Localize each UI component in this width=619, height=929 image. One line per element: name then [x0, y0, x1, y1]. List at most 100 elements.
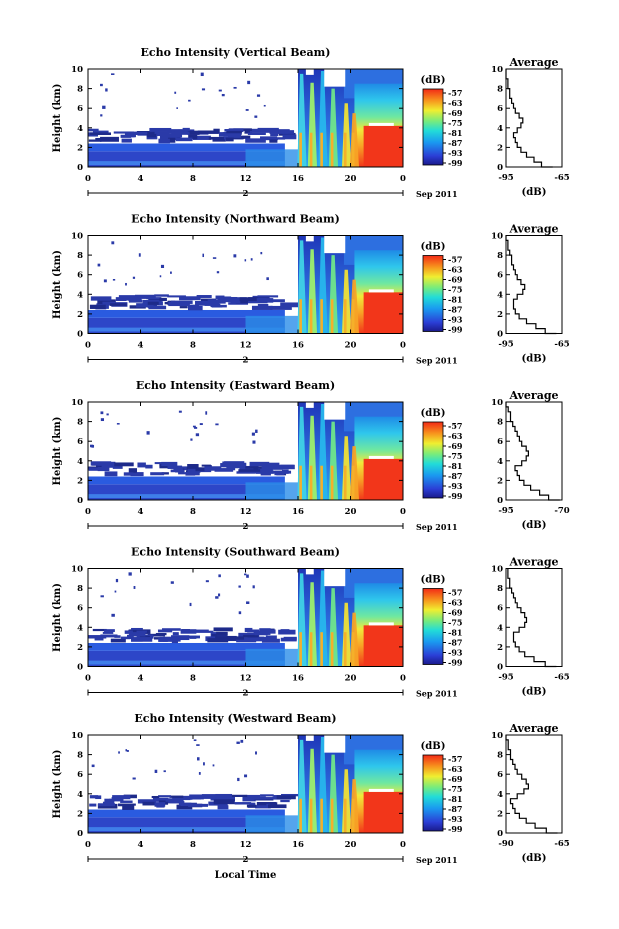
echo-speck	[233, 466, 249, 469]
echo-speck-high	[256, 94, 261, 97]
echo-speck	[170, 469, 185, 473]
profile-y-tick-label: 4	[497, 124, 503, 134]
echo-speck-high	[221, 93, 225, 97]
profile-x-label: (dB)	[522, 187, 547, 198]
colorbar-tick-label: -75	[448, 618, 462, 628]
echo-speck-high	[215, 423, 219, 426]
x-tick-label: 0	[85, 341, 91, 351]
profile-y-tick-label: 0	[497, 829, 503, 839]
echo-speck	[245, 138, 266, 143]
y-tick-label: 2	[77, 143, 83, 153]
echo-speck	[122, 805, 135, 810]
y-tick-label: 4	[77, 290, 83, 300]
echo-speck	[230, 299, 241, 304]
echo-speck	[172, 797, 191, 801]
echo-speck	[239, 297, 257, 302]
profile-y-tick-label: 10	[491, 565, 503, 575]
echo-speck-high	[263, 104, 266, 107]
echo-speck	[142, 801, 156, 806]
echo-speck	[254, 298, 270, 301]
profile-frame	[505, 68, 563, 168]
echo-speck	[178, 129, 195, 134]
colorbar-tick-label: -69	[448, 108, 463, 118]
echo-speck	[214, 468, 234, 472]
echo-missing	[324, 235, 346, 254]
echo-speck-high	[105, 88, 108, 92]
echo-speck-high	[102, 105, 106, 109]
profile-x-label: (dB)	[522, 853, 547, 864]
profile-y-tick-label: 10	[491, 232, 503, 242]
echo-lowband-upper	[88, 309, 285, 318]
echo-missing	[324, 69, 346, 87]
echo-speck	[167, 129, 183, 133]
profile-y-tick-label: 6	[497, 271, 503, 281]
y-tick-label: 0	[77, 163, 83, 173]
echo-surface	[88, 827, 285, 832]
echo-gap	[368, 289, 394, 293]
echo-lowband-upper	[88, 809, 285, 818]
echo-speck-high	[246, 601, 250, 605]
profile-line	[507, 568, 557, 668]
date-suffix: Sep 2011	[416, 189, 458, 199]
echo-speck	[162, 628, 181, 631]
echo-speck-high	[97, 263, 101, 267]
echo-speck	[188, 134, 198, 140]
echo-speck	[95, 795, 102, 800]
echo-speck-high	[111, 613, 115, 617]
profile-y-tick-label: 8	[497, 85, 503, 95]
echo-speck	[225, 137, 234, 142]
profile-x-label: (dB)	[522, 687, 547, 698]
echo-speck	[245, 466, 266, 469]
x-tick-label: 20	[345, 174, 357, 184]
echo-plume-core	[330, 632, 334, 667]
echo-plume-core	[299, 465, 302, 500]
x-tick-label: 0	[400, 341, 406, 351]
panel-title: Echo Intensity (Westward Beam)	[134, 712, 336, 725]
echo-speck	[253, 796, 266, 800]
echo-speck-high	[100, 83, 103, 87]
echo-speck	[213, 799, 235, 805]
echo-speck	[236, 471, 256, 474]
profile-x-tick-label: -90	[498, 839, 513, 849]
profile-title: Average	[508, 556, 558, 569]
echo-gap	[368, 122, 394, 126]
x-tick-label: 0	[400, 674, 406, 684]
profile-y-tick-label: 8	[497, 584, 503, 594]
echo-plume-core	[343, 465, 347, 500]
echo-speck-high	[163, 770, 166, 773]
y-tick-label: 0	[77, 330, 83, 340]
echo-speck	[120, 800, 133, 803]
echo-speck	[242, 796, 256, 802]
echo-speck	[186, 797, 193, 800]
x-tick-label: 4	[138, 674, 144, 684]
echo-speck	[238, 469, 261, 472]
date-suffix: Sep 2011	[416, 356, 458, 366]
colorbar-tick-label: -99	[448, 491, 463, 501]
echo-speck-high	[114, 590, 117, 593]
echo-speck-high	[126, 750, 129, 752]
echo-speck-high	[246, 574, 249, 578]
echo-speck	[249, 461, 270, 467]
echo-plume-core	[309, 299, 313, 334]
echo-late-core	[363, 292, 403, 334]
colorbar-tick-label: -57	[448, 754, 462, 764]
panel-title: Echo Intensity (Southward Beam)	[131, 546, 340, 559]
profile-y-tick-label: 6	[497, 604, 503, 614]
echo-missing	[324, 735, 346, 753]
echo-speck	[270, 133, 279, 137]
echo-speck	[228, 128, 244, 133]
echo-speck	[192, 135, 211, 140]
echo-speck	[260, 794, 274, 797]
echo-speck	[235, 299, 249, 304]
echo-speck	[172, 632, 179, 636]
x-tick-label: 4	[138, 174, 144, 184]
echo-speck	[187, 305, 203, 311]
echo-speck	[152, 797, 169, 802]
echo-speck-high	[100, 595, 104, 598]
echo-speck	[137, 462, 146, 468]
echo-speck	[196, 295, 212, 298]
echo-speck	[175, 137, 193, 142]
profile-x-tick-label: -95	[498, 173, 513, 183]
colorbar-tick-label: -69	[448, 774, 463, 784]
echo-speck	[118, 295, 141, 299]
